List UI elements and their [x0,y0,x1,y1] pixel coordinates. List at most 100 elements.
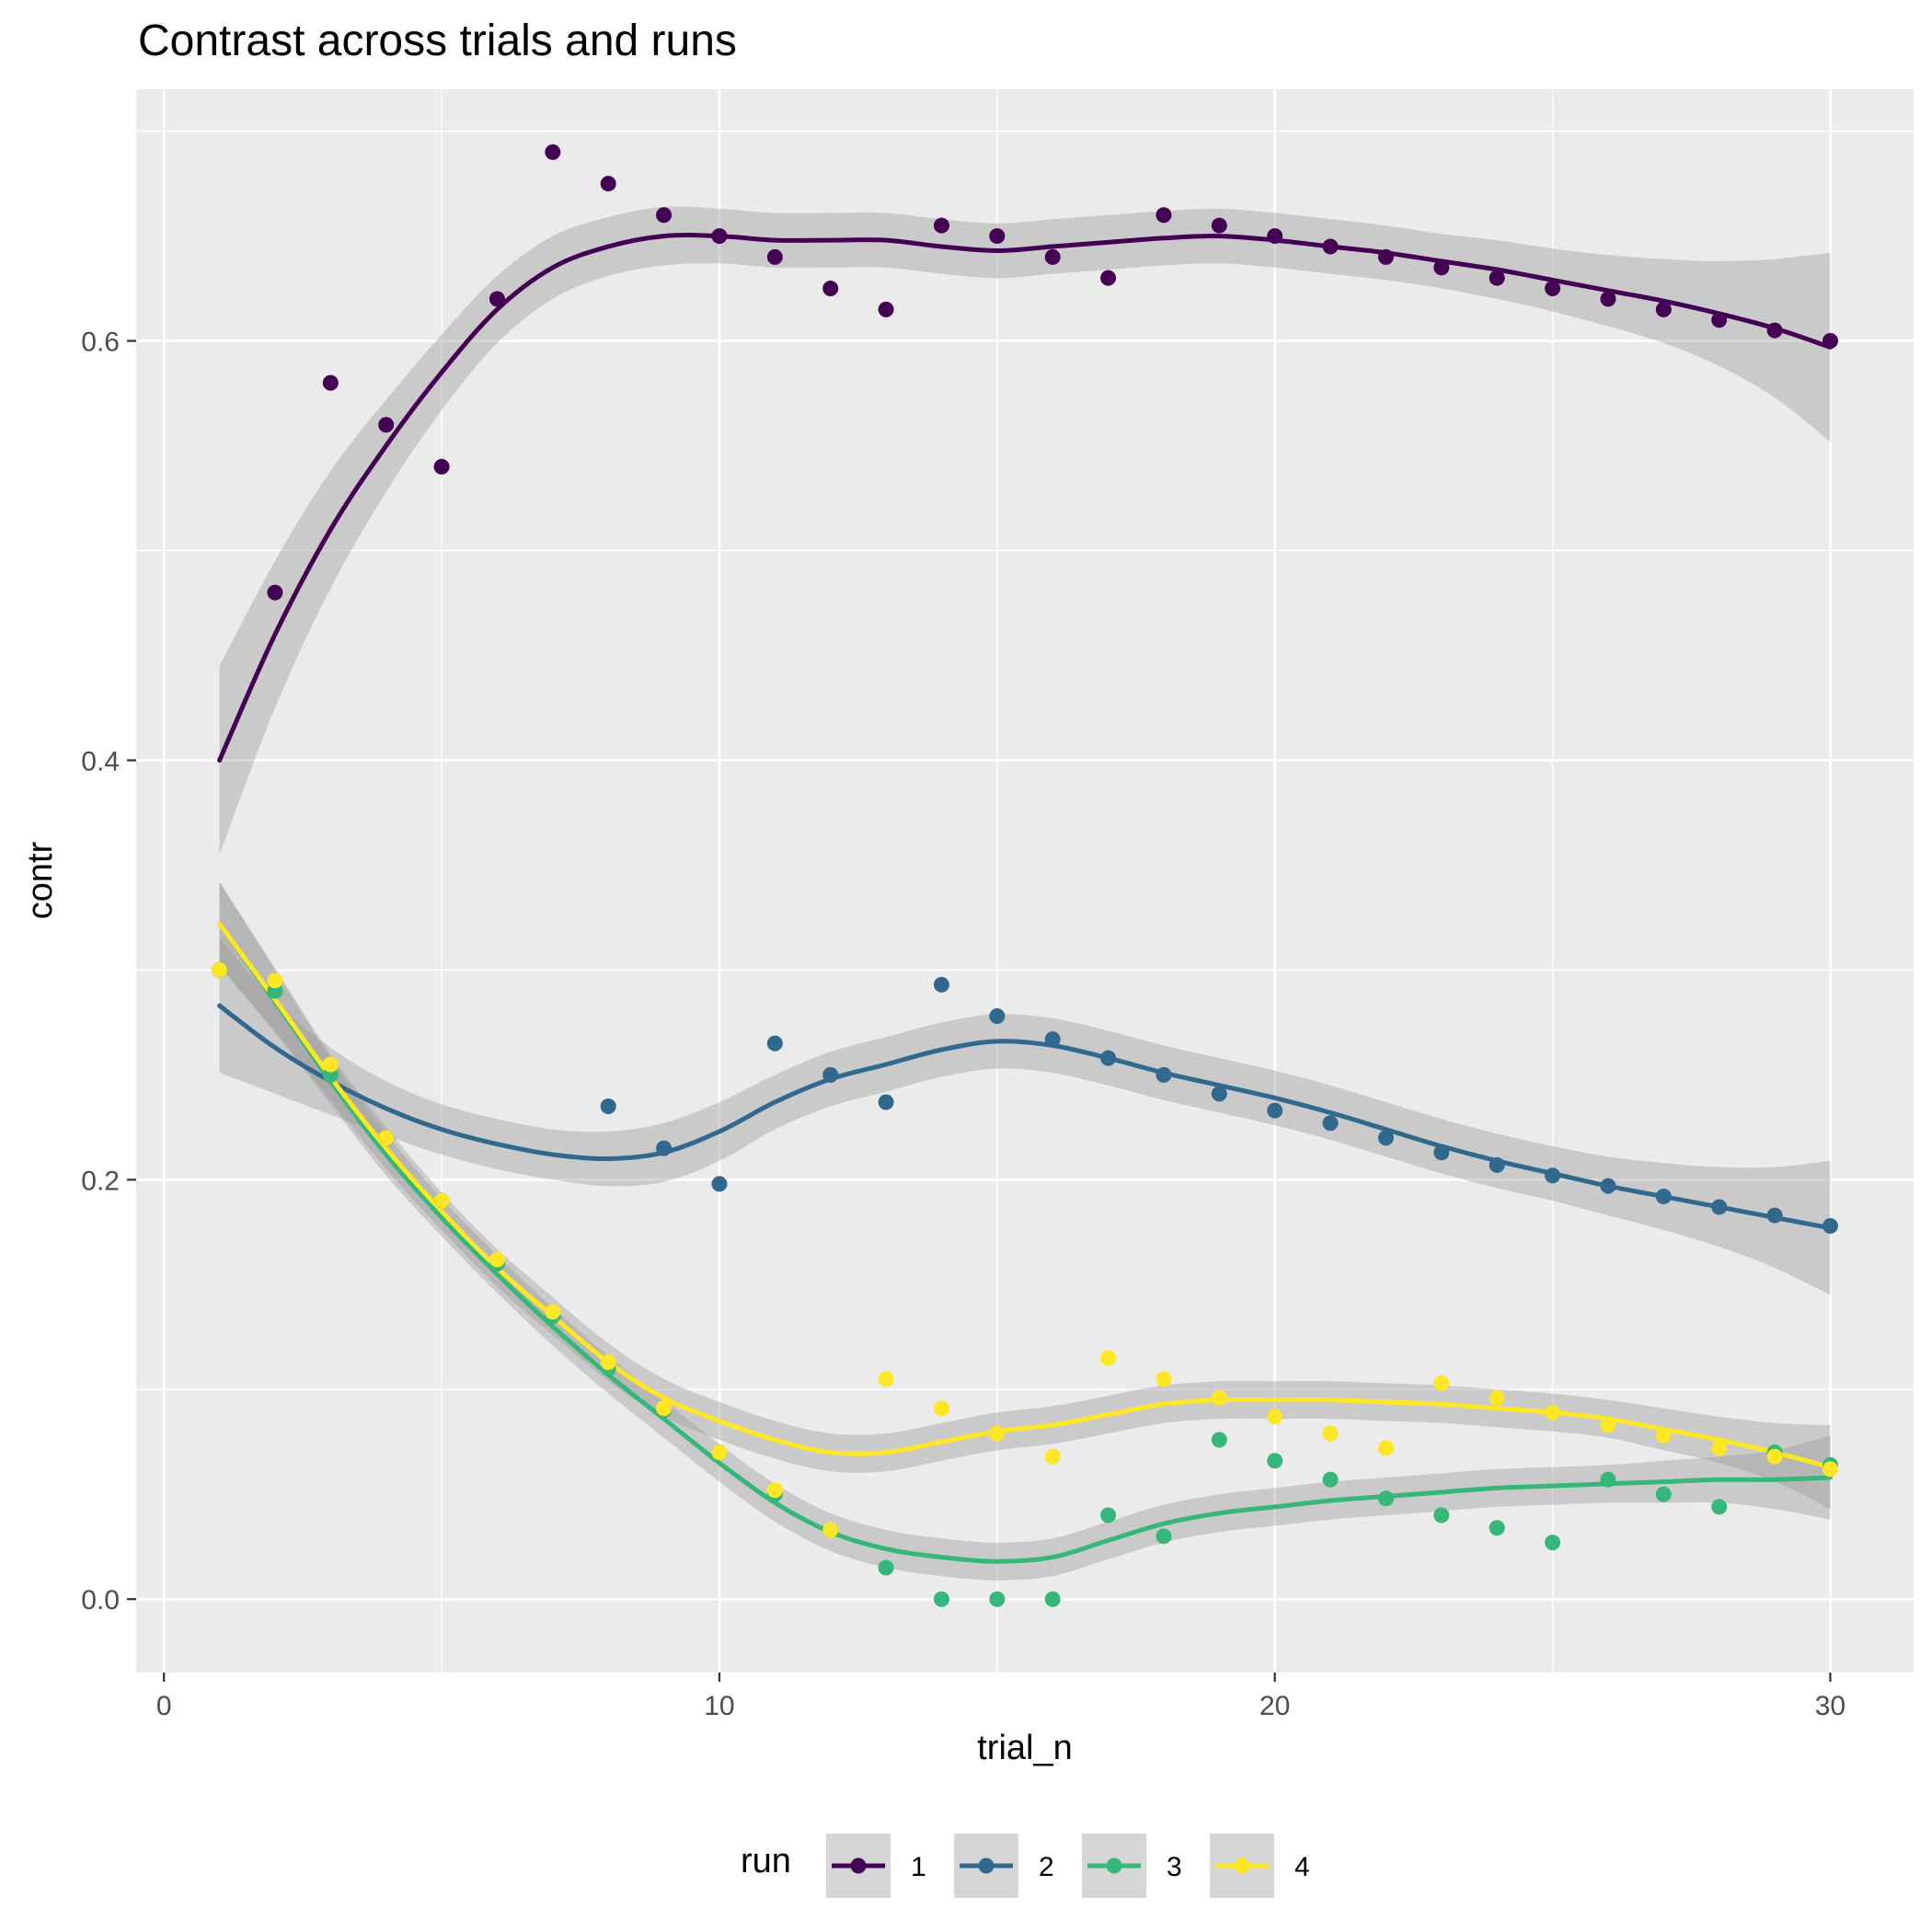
legend-key-point [1106,1857,1122,1874]
data-point-run-1 [1044,248,1061,265]
data-point-run-2 [1211,1086,1227,1102]
data-point-run-2 [989,1008,1006,1025]
legend-key-point [978,1857,995,1874]
data-point-run-2 [1600,1178,1616,1194]
y-tick-label: 0.4 [81,746,120,776]
data-point-run-3 [1267,1453,1283,1469]
data-point-run-4 [1489,1389,1505,1406]
data-point-run-2 [878,1094,894,1110]
data-point-run-1 [1156,207,1172,224]
data-point-run-1 [766,248,783,265]
y-axis-title: contr [21,841,60,919]
y-tick-label: 0.6 [81,328,120,358]
data-point-run-2 [1044,1031,1061,1048]
confidence-band-run-4 [219,881,1831,1510]
x-axis-title: trial_n [977,1729,1073,1767]
x-tick-label: 10 [704,1691,734,1721]
data-point-run-1 [1377,248,1394,265]
data-point-run-4 [989,1425,1006,1442]
data-point-run-4 [766,1482,783,1499]
data-point-run-4 [1766,1448,1783,1465]
data-point-run-1 [1433,259,1450,276]
data-point-run-4 [1377,1440,1394,1456]
data-point-run-3 [989,1591,1006,1607]
data-point-run-1 [378,417,395,433]
y-tick-label: 0.2 [81,1166,120,1196]
data-point-run-4 [1267,1409,1283,1425]
legend-key-point [1234,1857,1250,1874]
legend: run 1 2 3 4 [741,1834,1310,1898]
data-point-run-2 [766,1035,783,1052]
data-point-run-3 [878,1559,894,1576]
grid-lines [136,89,1914,1673]
legend-title: run [741,1842,791,1880]
data-point-run-3 [1655,1486,1672,1502]
smooth-line-run-3 [217,921,1833,1564]
data-point-run-2 [1322,1115,1339,1132]
smooth-line-run-1 [217,233,1833,763]
data-point-run-1 [1711,312,1728,328]
data-point-run-4 [1545,1404,1561,1420]
data-point-run-4 [322,1056,339,1073]
data-point-run-1 [1322,238,1339,255]
data-point-run-2 [1156,1066,1172,1083]
legend-label-run-2: 2 [1039,1852,1054,1882]
data-point-run-1 [1211,217,1227,234]
data-point-run-3 [1545,1535,1561,1551]
data-point-run-2 [1711,1199,1728,1215]
data-point-run-2 [1100,1050,1117,1066]
data-point-run-1 [1655,301,1672,317]
data-point-run-1 [822,281,839,297]
data-point-run-1 [1100,270,1117,286]
data-point-run-1 [1600,291,1616,307]
data-point-run-3 [1377,1490,1394,1507]
data-point-run-4 [1655,1427,1672,1443]
data-point-run-1 [489,291,505,307]
data-point-run-1 [878,301,894,317]
data-point-run-1 [267,584,283,601]
data-point-run-2 [711,1176,728,1192]
data-point-run-4 [1211,1389,1227,1406]
data-point-run-1 [989,228,1006,245]
data-point-run-4 [1711,1440,1728,1456]
data-point-run-1 [1822,333,1838,350]
confidence-bands [219,206,1831,1581]
data-point-run-1 [933,217,949,234]
legend-key-point [850,1857,867,1874]
data-point-run-2 [1489,1156,1505,1173]
data-point-run-4 [1044,1448,1061,1465]
data-point-run-3 [1100,1507,1117,1524]
data-point-run-4 [1156,1371,1172,1387]
data-point-run-1 [1766,322,1783,339]
data-point-run-4 [878,1371,894,1387]
data-point-run-4 [1600,1417,1616,1433]
data-point-run-3 [1711,1499,1728,1515]
data-point-run-4 [1322,1425,1339,1442]
y-tick-label: 0.0 [81,1585,120,1616]
data-point-run-4 [545,1304,561,1320]
data-point-run-1 [322,374,339,391]
data-point-run-2 [1822,1217,1838,1234]
data-point-run-3 [1489,1520,1505,1536]
legend-label-run-1: 1 [911,1852,926,1882]
data-point-run-3 [933,1591,949,1607]
data-points [212,144,1838,1607]
data-point-run-2 [1655,1189,1672,1205]
plot-panel [136,89,1914,1673]
chart-title: Contrast across trials and runs [138,17,737,65]
x-tick-label: 20 [1259,1691,1290,1721]
data-point-run-1 [1545,281,1561,297]
data-point-run-4 [267,972,283,989]
confidence-band-run-1 [219,206,1831,856]
data-point-run-3 [1156,1528,1172,1545]
data-point-run-4 [1822,1461,1838,1478]
data-point-run-4 [489,1251,505,1268]
data-point-run-4 [656,1400,673,1417]
data-point-run-4 [600,1354,616,1371]
data-point-run-4 [212,961,228,978]
data-point-run-2 [1545,1167,1561,1184]
data-point-run-1 [656,207,673,224]
legend-label-run-3: 3 [1167,1852,1182,1882]
data-point-run-4 [378,1130,395,1146]
